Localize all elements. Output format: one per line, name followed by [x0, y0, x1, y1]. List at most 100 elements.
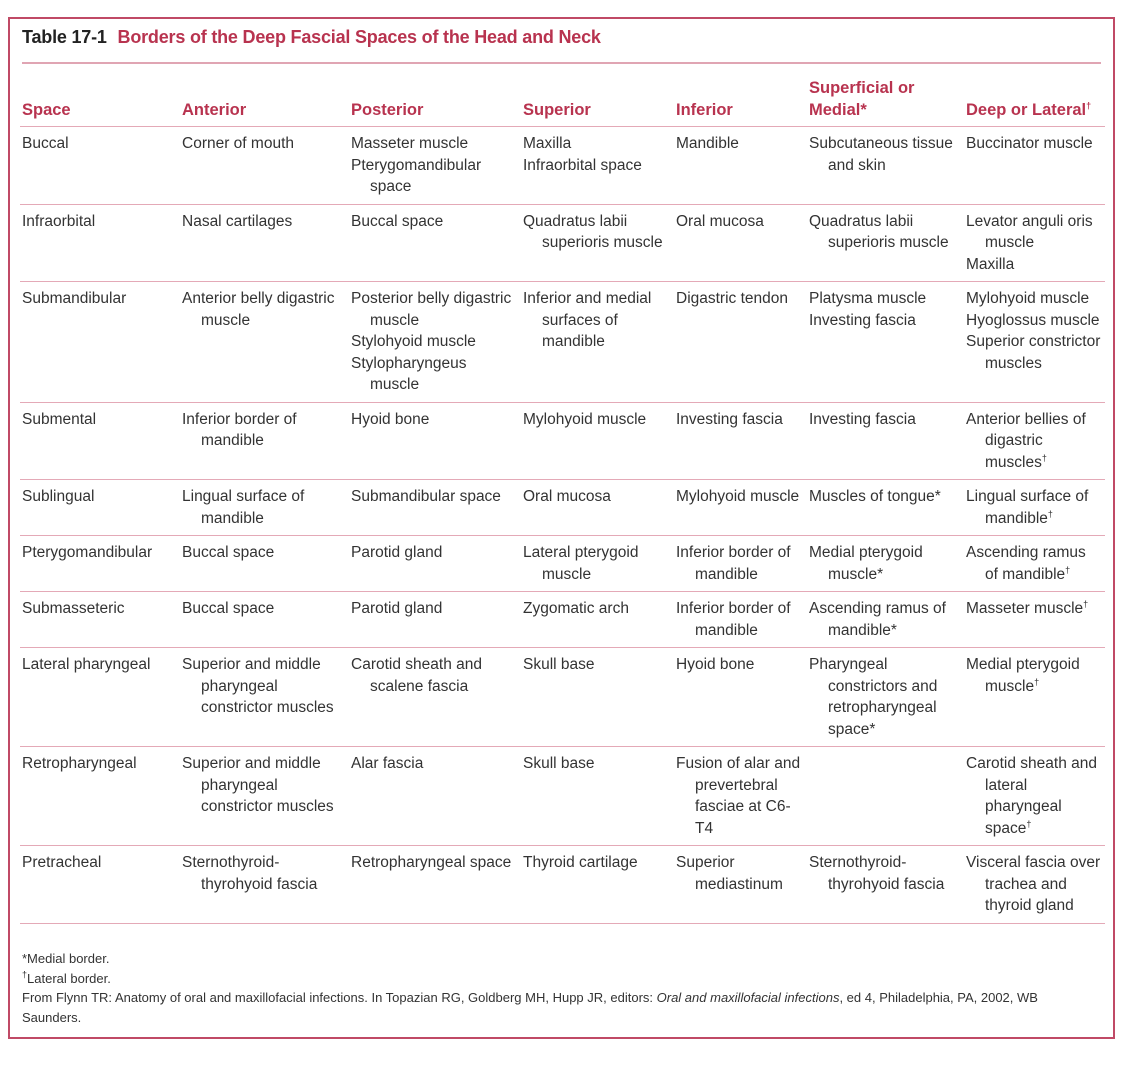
- table-row: Sublingual Lingual surface of mandible Sub…: [20, 479, 1105, 536]
- cell-item: Superior constrictor muscles: [966, 333, 1101, 372]
- cell-item: Inferior border of mandible: [676, 544, 791, 583]
- table-row: Lateral pharyngeal Superior and middle ph…: [20, 647, 1105, 747]
- cell-item: Parotid gland: [351, 600, 443, 617]
- table-cell: Mylohyoid muscle: [674, 479, 807, 536]
- table-cell: Mandible: [674, 126, 807, 205]
- footnote-medial: *Medial border.: [22, 951, 110, 966]
- cell-item: Mylohyoid muscle: [966, 290, 1090, 307]
- table-cell: Inferior border of mandible: [674, 535, 807, 592]
- cell-item: Lingual surface of mandible†: [966, 488, 1089, 527]
- table-cell: Lateral pterygoid muscle: [521, 535, 674, 592]
- column-header: Anterior: [180, 77, 349, 127]
- column-header: Inferior: [674, 77, 807, 127]
- table-cell: Medial pterygoid muscle*: [807, 535, 964, 592]
- borders-table: Space Anterior Posterior Superior Inferior Su…: [20, 77, 1105, 924]
- table-cell: Superior mediastinum: [674, 845, 807, 924]
- cell-item: Levator anguli oris muscle: [966, 212, 1093, 252]
- table-cell: Medial pterygoid muscle†: [964, 647, 1105, 747]
- cell-item: Lingual surface of mandible: [182, 488, 305, 527]
- table-cell: Visceral fascia over trachea and thyroid…: [964, 845, 1105, 924]
- cell-item: Buccal: [22, 135, 69, 152]
- cell-item: Infraorbital space: [523, 156, 642, 174]
- table-title: Table 17-1 Borders of the Deep Fascial S…: [22, 27, 601, 48]
- cell-item: Skull base: [523, 656, 595, 673]
- cell-item: Muscles of tongue*: [809, 488, 941, 505]
- table-cell: Submasseteric: [20, 591, 180, 648]
- cell-item: Zygomatic arch: [523, 600, 629, 617]
- cell-item: Submandibular: [22, 290, 127, 307]
- table-number: Table 17-1: [22, 27, 107, 47]
- cell-item: Posterior belly digastric muscle: [351, 290, 512, 329]
- cell-item: Hyoid bone: [676, 656, 755, 673]
- cell-item: Maxilla: [523, 135, 572, 152]
- cell-item: Investing fascia: [809, 311, 916, 329]
- cell-item: Submasseteric: [22, 600, 125, 617]
- footnote-source: From Flynn TR: Anatomy of oral and maxil…: [22, 988, 1097, 1027]
- cell-item: Retropharyngeal space: [351, 854, 512, 871]
- cell-item: Pharyngeal constrictors and retropharyng…: [809, 656, 938, 738]
- cell-item: Submental: [22, 410, 97, 428]
- table-cell: [807, 746, 964, 846]
- cell-item: Visceral fascia over trachea and thyroid…: [966, 854, 1101, 914]
- column-header: Posterior: [349, 77, 521, 127]
- table-cell: Masseter muscle†: [964, 591, 1105, 648]
- footnotes: *Medial border. †Lateral border. From Fl…: [22, 949, 1097, 1027]
- cell-item: Sublingual: [22, 488, 95, 505]
- table-cell: Pharyngeal constrictors and retropharyng…: [807, 647, 964, 747]
- cell-item: Inferior border of mandible: [676, 600, 791, 639]
- table-cell: Maxilla Infraorbital space: [521, 126, 674, 205]
- cell-item: Inferior and medial surfaces of mandible: [523, 290, 652, 350]
- table-cell: Thyroid cartilage: [521, 845, 674, 924]
- cell-item: Carotid sheath and scalene fascia: [351, 656, 482, 695]
- table-cell: Hyoid bone: [349, 402, 521, 480]
- cell-item: Investing fascia: [676, 410, 783, 428]
- table-cell: Zygomatic arch: [521, 591, 674, 648]
- table-cell: Retropharyngeal space: [349, 845, 521, 924]
- table-cell: Alar fascia: [349, 746, 521, 846]
- table-cell: Buccal space: [180, 535, 349, 592]
- cell-item: Nasal cartilages: [182, 212, 293, 230]
- cell-item: Ascending ramus of mandible†: [966, 544, 1086, 583]
- cell-item: Anterior belly digastric muscle: [182, 290, 335, 329]
- table-cell: Superior and middle pharyngeal constrict…: [180, 746, 349, 846]
- table-cell: Platysma muscle Investing fascia: [807, 281, 964, 403]
- cell-item: Alar fascia: [351, 755, 424, 772]
- cell-item: Digastric tendon: [676, 290, 789, 307]
- table-cell: Digastric tendon: [674, 281, 807, 403]
- source-text: From Flynn TR: Anatomy of oral and maxil…: [22, 990, 657, 1005]
- table-cell: Buccal space: [180, 591, 349, 648]
- table-cell: Inferior border of mandible: [674, 591, 807, 648]
- table-cell: Quadratus labii superioris muscle: [521, 204, 674, 282]
- cell-item: Ascending ramus of mandible*: [809, 600, 946, 639]
- table-cell: Inferior and medial surfaces of mandible: [521, 281, 674, 403]
- source-text-end: , ed 4, Philadelphia, PA, 2002, WB Saund…: [22, 990, 1038, 1025]
- table-cell: Mylohyoid muscle Hyoglossus muscle Superio…: [964, 281, 1105, 403]
- table-cell: Submandibular: [20, 281, 180, 403]
- cell-item: Thyroid cartilage: [523, 854, 638, 871]
- cell-item: Retropharyngeal: [22, 755, 137, 772]
- table-cell: Investing fascia: [674, 402, 807, 480]
- cell-item: Buccinator muscle: [966, 135, 1093, 152]
- cell-item: Quadratus labii superioris muscle: [523, 212, 663, 252]
- cell-item: Submandibular space: [351, 488, 501, 505]
- table-row: Submental Inferior border of mandible Hyoi…: [20, 402, 1105, 480]
- cell-item: Superior and middle pharyngeal constrict…: [182, 656, 334, 716]
- table-cell: Pretracheal: [20, 845, 180, 924]
- table-cell: Buccal: [20, 126, 180, 205]
- table-cell: Sternothyroid-thyrohyoid fascia: [807, 845, 964, 924]
- cell-item: Superior mediastinum: [676, 854, 783, 893]
- cell-item: Mylohyoid muscle: [523, 410, 647, 428]
- table-cell: Mylohyoid muscle: [521, 402, 674, 480]
- table-cell: Submental: [20, 402, 180, 480]
- footnote-lateral: †Lateral border.: [22, 969, 111, 986]
- cell-item: Buccal space: [351, 212, 444, 230]
- cell-item: Subcutaneous tissue and skin: [809, 135, 953, 174]
- table-cell: Skull base: [521, 746, 674, 846]
- cell-item: Pterygomandibular: [22, 544, 153, 561]
- cell-item: Oral mucosa: [676, 212, 764, 230]
- table-cell: Carotid sheath and lateral pharyngeal sp…: [964, 746, 1105, 846]
- cell-item: Sternothyroid-thyrohyoid fascia: [182, 854, 318, 893]
- table-row: Pretracheal Sternothyroid-thyrohyoid fasc…: [20, 845, 1105, 924]
- table-cell: Buccal space: [349, 204, 521, 282]
- table-cell: Lingual surface of mandible†: [964, 479, 1105, 536]
